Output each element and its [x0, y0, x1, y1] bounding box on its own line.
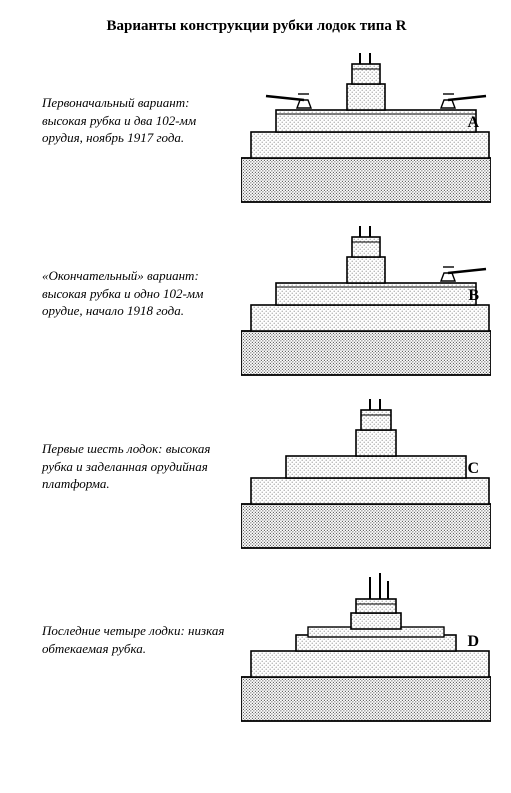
variant-row: Последние четыре лодки: низкая обтекаема… — [42, 572, 491, 727]
variant-figure-c: С — [241, 399, 491, 554]
page-title: Варианты конструкции рубки лодок типа R — [22, 18, 491, 35]
variant-caption: «Окончательный» вариант: высокая рубка и… — [42, 267, 241, 340]
variant-figure-b: В — [241, 226, 491, 381]
variant-caption: Первые шесть лодок: высокая рубка и заде… — [42, 440, 241, 513]
variant-row: «Окончательный» вариант: высокая рубка и… — [42, 226, 491, 381]
svg-text:А: А — [467, 114, 479, 131]
variant-row: Первые шесть лодок: высокая рубка и заде… — [42, 399, 491, 554]
variant-row: Первоначальный вариант: высокая рубка и … — [42, 53, 491, 208]
variant-figure-d: D — [241, 572, 491, 727]
variant-caption: Первоначальный вариант: высокая рубка и … — [42, 94, 241, 167]
svg-text:С: С — [467, 460, 479, 477]
variant-caption: Последние четыре лодки: низкая обтекаема… — [42, 622, 241, 677]
variant-figure-a: А — [241, 53, 491, 208]
svg-text:В: В — [468, 287, 479, 304]
svg-text:D: D — [467, 633, 479, 650]
